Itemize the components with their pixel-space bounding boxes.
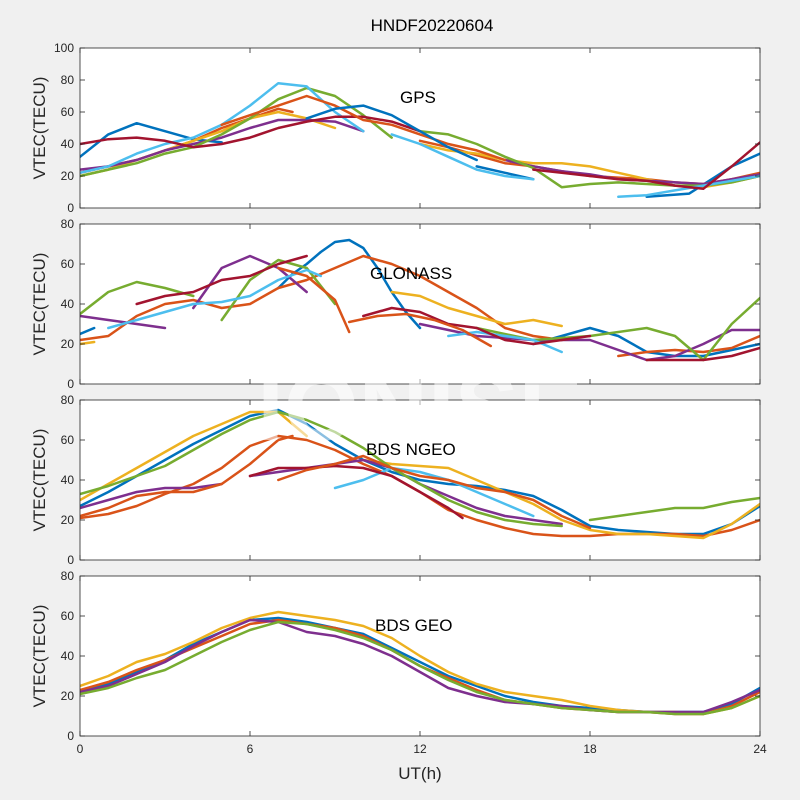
figure-title: HNDF20220604: [371, 16, 494, 35]
y-axis-label: VTEC(TECU): [30, 605, 49, 708]
x-axis-label: UT(h): [398, 764, 441, 783]
series-line-18: [305, 104, 478, 162]
panel-2: 0 20 40 60 80 VTEC(TECU) GLONASS: [30, 217, 761, 391]
panel-annotation: GPS: [400, 88, 436, 107]
series-line-7: [80, 410, 563, 528]
x-tick-label: 0: [77, 742, 84, 756]
y-tick-label: 80: [61, 217, 75, 231]
series-group: [80, 238, 760, 362]
panel-annotation: BDS NGEO: [366, 440, 456, 459]
panel-annotation: GLONASS: [370, 264, 452, 283]
y-tick-label: 0: [67, 201, 74, 215]
series-line-20: [347, 312, 493, 348]
y-tick-label: 100: [54, 41, 74, 55]
series-line-7: [418, 142, 760, 189]
series-line-10: [248, 464, 464, 520]
series-line-1: [80, 326, 96, 336]
series-line-13: [390, 133, 535, 181]
y-axis-label: VTEC(TECU): [30, 77, 49, 180]
y-axis-label: VTEC(TECU): [30, 253, 49, 356]
series-line-4: [80, 254, 563, 342]
y-tick-label: 40: [61, 473, 75, 487]
panel-annotation: BDS GEO: [375, 616, 452, 635]
y-tick-label: 80: [61, 73, 75, 87]
y-tick-label: 20: [61, 337, 75, 351]
series-line-16: [135, 254, 308, 306]
series-line-3: [80, 410, 308, 502]
x-tick-label: 18: [583, 742, 597, 756]
series-line-19: [277, 266, 351, 334]
series-line-12: [220, 258, 337, 322]
y-tick-label: 60: [61, 257, 75, 271]
y-tick-label: 80: [61, 569, 75, 583]
x-tick-label: 6: [247, 742, 254, 756]
series-line-4: [362, 458, 760, 540]
series-line-1: [80, 408, 760, 536]
y-tick-label: 40: [61, 297, 75, 311]
watermark-text: IONISE: [257, 354, 582, 461]
panel-3: 0 20 40 60 80 VTEC(TECU) BDS NGEO: [30, 393, 761, 567]
series-line-11: [80, 280, 195, 316]
y-tick-label: 0: [67, 553, 74, 567]
y-tick-label: 60: [61, 609, 75, 623]
series-line-6: [80, 110, 337, 178]
series-line-17: [220, 94, 507, 162]
series-line-5: [80, 482, 223, 510]
series-line-17: [362, 306, 592, 346]
series-line-3: [645, 152, 760, 199]
y-tick-label: 40: [61, 137, 75, 151]
series-group: [80, 610, 760, 716]
series-line-13: [475, 296, 760, 362]
y-tick-label: 80: [61, 393, 75, 407]
panel-1: 0 20 40 60 80 100 VTEC(TECU) GPS: [30, 41, 761, 215]
y-axis-label: VTEC(TECU): [30, 429, 49, 532]
series-line-8: [80, 314, 167, 330]
y-tick-label: 20: [61, 513, 75, 527]
panel-4: 0 20 40 60 80 0 6 12 18 24 VTEC(TECU) BDS GEO: [30, 569, 767, 756]
y-tick-label: 0: [67, 377, 74, 391]
series-line-11: [80, 434, 294, 518]
series-line-5: [80, 620, 760, 716]
series-line-9: [333, 466, 535, 518]
y-tick-label: 20: [61, 169, 75, 183]
y-tick-label: 60: [61, 433, 75, 447]
series-group: [80, 408, 760, 540]
series-line-8: [588, 496, 760, 522]
y-tick-label: 60: [61, 105, 75, 119]
y-tick-label: 0: [67, 729, 74, 743]
series-line-12: [277, 454, 592, 530]
series-line-15: [80, 115, 422, 149]
series-group: [80, 81, 760, 199]
y-tick-label: 40: [61, 649, 75, 663]
y-tick-label: 20: [61, 689, 75, 703]
series-line-15: [447, 330, 563, 354]
series-line-16: [532, 141, 760, 191]
series-line-18: [645, 346, 760, 362]
series-line-7: [390, 290, 563, 328]
x-tick-label: 24: [753, 742, 767, 756]
series-line-10: [80, 86, 393, 178]
x-tick-label: 12: [413, 742, 427, 756]
